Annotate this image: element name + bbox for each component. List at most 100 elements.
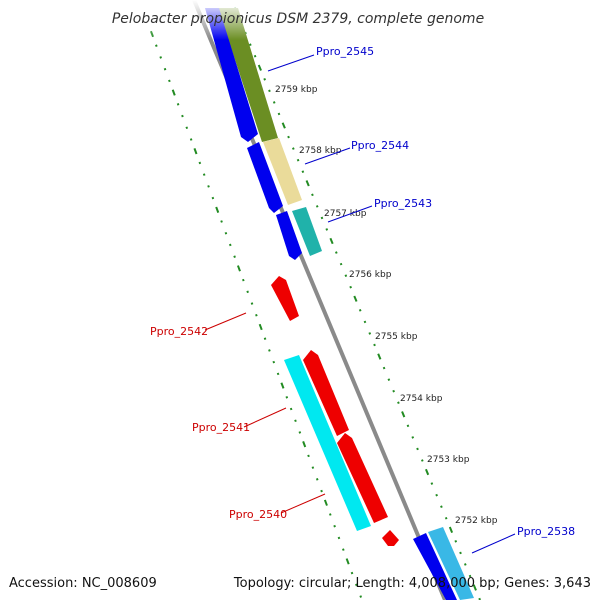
- ruler-tick: [228, 243, 232, 247]
- ruler-tick: [320, 489, 323, 493]
- ruler-tick: [168, 79, 171, 83]
- gene-label-ppro-2542[interactable]: Ppro_2542: [150, 325, 208, 338]
- ruler-tick: [220, 220, 223, 223]
- ruler-tick: [268, 89, 271, 93]
- ruler-tick: [444, 516, 448, 520]
- ruler-tick: [159, 56, 162, 59]
- ruler-tick: [202, 173, 206, 176]
- cog-block-teal[interactable]: [292, 207, 322, 256]
- ruler-tick: [215, 206, 220, 213]
- cds-ppro-2543[interactable]: [276, 211, 302, 260]
- ruler-tick: [301, 170, 305, 174]
- ruler-tick: [298, 431, 302, 434]
- ruler-tick: [171, 89, 176, 96]
- gene-label-ppro-2544[interactable]: Ppro_2544: [351, 139, 409, 152]
- cds-ppro-2541[interactable]: [303, 350, 349, 436]
- kbp-label: 2752 kbp: [455, 516, 498, 526]
- ruler-tick: [281, 122, 286, 129]
- ruler-tick: [315, 205, 319, 208]
- ruler-tick: [333, 524, 336, 528]
- ruler-tick: [355, 583, 358, 587]
- ruler-tick: [373, 343, 376, 347]
- ruler-tick: [181, 114, 184, 118]
- ruler-tick: [472, 584, 477, 591]
- outer-ruler: [150, 30, 362, 598]
- ruler-tick: [255, 313, 258, 317]
- ruler-tick: [302, 441, 307, 448]
- cds-ppro-2538[interactable]: [413, 533, 457, 600]
- ruler-tick: [224, 231, 228, 235]
- ruler-tick: [292, 147, 295, 150]
- ruler-tick: [193, 148, 198, 155]
- cds-ppro-2542[interactable]: [271, 276, 299, 321]
- kbp-label: 2753 kbp: [427, 455, 470, 465]
- ruler-tick: [344, 274, 348, 277]
- gene-label-ppro-2545[interactable]: Ppro_2545: [316, 45, 374, 58]
- cog-block-beige[interactable]: [263, 138, 302, 205]
- ruler-tick: [368, 332, 372, 335]
- forward-cds-track: [205, 8, 457, 600]
- ruler-tick: [311, 193, 314, 197]
- ruler-tick: [377, 353, 382, 360]
- ruler-tick: [416, 447, 419, 451]
- ruler-tick: [257, 64, 262, 71]
- ruler-tick: [454, 540, 458, 543]
- kbp-label: 2754 kbp: [400, 394, 443, 404]
- kbp-label: 2757 kbp: [324, 209, 367, 219]
- ruler-tick: [392, 389, 395, 393]
- kbp-label: 2755 kbp: [375, 332, 418, 342]
- cog-block-olive[interactable]: [218, 8, 278, 142]
- ruler-tick: [397, 401, 400, 405]
- ruler-tick: [280, 382, 285, 389]
- cds-ppro-2545[interactable]: [205, 8, 258, 142]
- ruler-tick: [421, 459, 424, 462]
- cds-ppro-2540[interactable]: [337, 433, 388, 523]
- ruler-tick: [323, 499, 328, 506]
- ruler-tick: [440, 505, 443, 509]
- ruler-tick: [242, 278, 245, 282]
- ruler-tick: [358, 309, 362, 312]
- ruler-tick: [359, 595, 362, 598]
- gene-label-ppro-2543[interactable]: Ppro_2543: [374, 197, 432, 210]
- ruler-tick: [335, 251, 338, 254]
- ruler-tick: [294, 419, 297, 423]
- ruler-tick: [185, 126, 189, 130]
- ruler-tick: [236, 265, 241, 272]
- ruler-tick: [387, 378, 391, 381]
- ruler-tick: [468, 574, 472, 578]
- ruler-tick: [263, 337, 267, 340]
- cds-ppro-2544[interactable]: [247, 142, 283, 213]
- ruler-tick: [329, 237, 334, 245]
- topology-label: Topology: circular; Length: 4,008,000 bp…: [233, 576, 591, 591]
- ruler-tick: [176, 103, 180, 106]
- cog-track: [218, 8, 474, 600]
- ruler-tick: [198, 161, 202, 165]
- ruler-tick: [342, 548, 345, 551]
- cog-block-cyan-1[interactable]: [284, 355, 371, 531]
- ruler-tick: [285, 396, 289, 399]
- ruler-tick: [448, 526, 454, 533]
- cds-small[interactable]: [382, 530, 399, 546]
- ruler-tick: [189, 138, 193, 141]
- reverse-cds-track: [271, 276, 399, 546]
- ruler-tick: [349, 285, 352, 289]
- map-title: Pelobacter propionicus DSM 2379, complet…: [112, 11, 484, 27]
- ruler-tick: [339, 262, 343, 266]
- ruler-tick: [401, 411, 406, 418]
- ruler-tick: [350, 571, 354, 575]
- ruler-tick: [250, 302, 254, 305]
- ruler-tick: [249, 43, 252, 46]
- kbp-label: 2756 kbp: [349, 270, 392, 280]
- gene-label-ppro-2540[interactable]: Ppro_2540: [229, 508, 287, 521]
- gene-label-ppro-2538[interactable]: Ppro_2538: [517, 525, 575, 538]
- ruler-tick: [233, 255, 236, 258]
- cog-block-cyan-2[interactable]: [428, 527, 474, 600]
- ruler-tick: [207, 185, 210, 188]
- ruler-tick: [277, 112, 281, 116]
- kbp-labels: 2759 kbp 2758 kbp 2757 kbp 2756 kbp 2755…: [275, 85, 498, 526]
- ruler-tick: [163, 67, 167, 71]
- ruler-tick: [430, 482, 434, 485]
- gene-label-ppro-2541[interactable]: Ppro_2541: [192, 421, 250, 434]
- ruler-tick: [459, 551, 462, 555]
